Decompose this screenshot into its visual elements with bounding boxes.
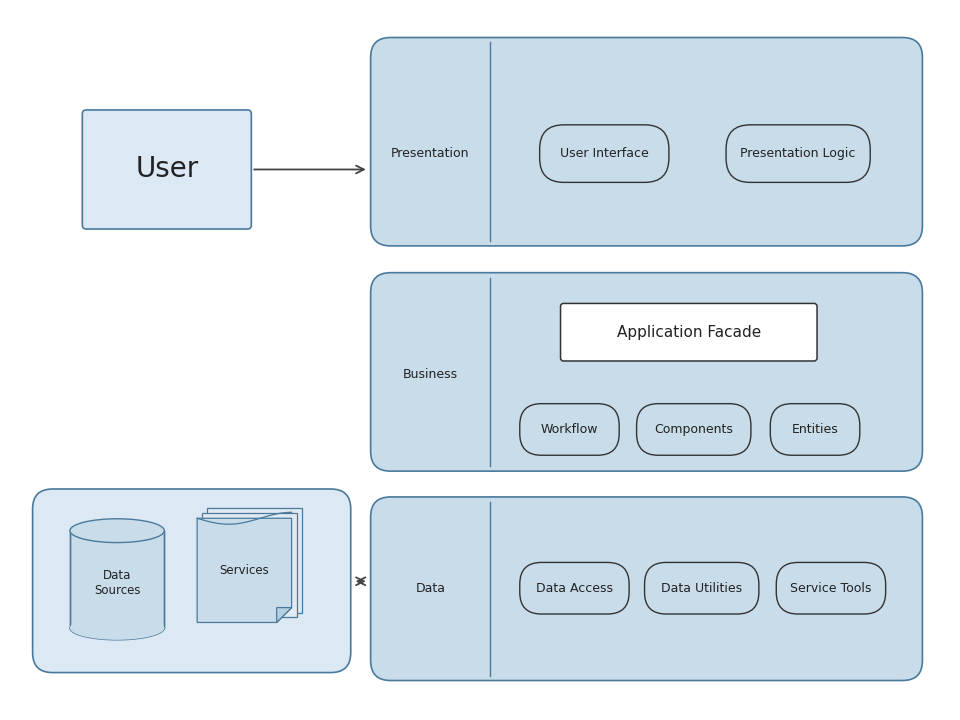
- FancyBboxPatch shape: [726, 125, 870, 182]
- FancyBboxPatch shape: [371, 37, 923, 246]
- Text: Entities: Entities: [792, 423, 838, 436]
- Text: Business: Business: [403, 369, 458, 382]
- Text: Data
Sources: Data Sources: [94, 570, 140, 598]
- Text: User: User: [135, 156, 199, 184]
- FancyBboxPatch shape: [540, 125, 669, 182]
- Text: Data Access: Data Access: [536, 582, 612, 595]
- Text: Application Facade: Application Facade: [616, 325, 761, 340]
- Bar: [70, 531, 164, 628]
- Ellipse shape: [70, 616, 164, 640]
- Text: Services: Services: [220, 564, 269, 577]
- Polygon shape: [197, 518, 292, 623]
- Text: Presentation Logic: Presentation Logic: [740, 147, 855, 160]
- Text: Data: Data: [416, 582, 445, 595]
- FancyBboxPatch shape: [519, 404, 619, 455]
- FancyBboxPatch shape: [33, 489, 350, 672]
- Text: Data Utilities: Data Utilities: [661, 582, 742, 595]
- Polygon shape: [276, 608, 292, 623]
- FancyBboxPatch shape: [561, 303, 817, 361]
- FancyBboxPatch shape: [770, 404, 860, 455]
- FancyBboxPatch shape: [644, 562, 758, 614]
- FancyBboxPatch shape: [519, 562, 629, 614]
- FancyBboxPatch shape: [83, 110, 252, 229]
- FancyBboxPatch shape: [777, 562, 886, 614]
- Bar: [207, 508, 301, 613]
- Text: Presentation: Presentation: [391, 147, 469, 160]
- Ellipse shape: [70, 519, 164, 543]
- Text: Service Tools: Service Tools: [790, 582, 872, 595]
- Text: User Interface: User Interface: [560, 147, 649, 160]
- FancyBboxPatch shape: [636, 404, 751, 455]
- Text: Components: Components: [655, 423, 733, 436]
- FancyBboxPatch shape: [371, 273, 923, 471]
- Text: Workflow: Workflow: [540, 423, 598, 436]
- FancyBboxPatch shape: [371, 497, 923, 680]
- Bar: [203, 513, 297, 618]
